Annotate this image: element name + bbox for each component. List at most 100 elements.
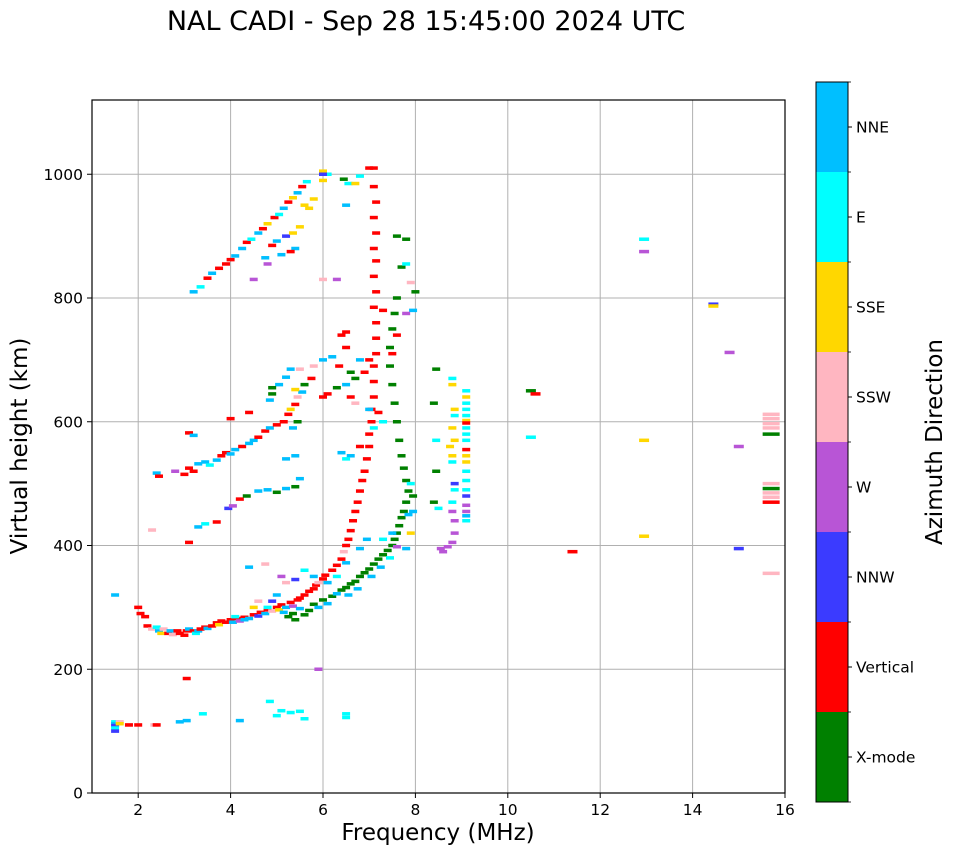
data-point-x-mode <box>374 557 383 561</box>
data-point-w <box>314 667 323 671</box>
data-point-nne <box>189 433 198 438</box>
data-point-e <box>342 712 351 716</box>
data-point-nne <box>185 627 194 631</box>
data-point-nne <box>235 718 244 723</box>
data-point-vertical <box>272 423 281 427</box>
data-point-x-mode <box>525 389 536 393</box>
grid-lines <box>92 100 786 794</box>
data-point-nnw <box>282 234 291 238</box>
data-point-e <box>450 488 459 492</box>
data-point-nne <box>409 509 418 514</box>
data-point-e <box>462 488 471 492</box>
data-point-x-mode <box>385 345 394 350</box>
data-point-e <box>379 537 388 542</box>
data-point-nne <box>462 514 471 518</box>
data-point-vertical <box>221 620 230 624</box>
data-point-vertical <box>263 608 272 612</box>
data-point-vertical <box>328 568 337 572</box>
colorbar-tick-label: X-mode <box>856 749 915 767</box>
data-point-nne <box>231 447 240 452</box>
data-point-sse <box>462 460 471 464</box>
data-point-e <box>402 262 411 266</box>
data-point-ssw <box>762 491 780 495</box>
data-point-e <box>462 478 471 483</box>
x-tick-label: 8 <box>410 801 420 819</box>
data-point-vertical <box>344 537 353 542</box>
data-point-nne <box>279 610 288 615</box>
data-point-ssw <box>319 277 327 282</box>
data-point-e <box>342 715 351 720</box>
data-point-ssw <box>261 562 270 566</box>
data-point-ssw <box>282 580 291 585</box>
data-point-sse <box>450 407 459 412</box>
data-point-nne <box>279 206 288 211</box>
data-point-nne <box>342 382 351 387</box>
data-point-nne <box>365 407 374 412</box>
data-point-vertical <box>353 500 362 504</box>
data-point-vertical <box>215 266 224 271</box>
data-point-vertical <box>226 618 235 622</box>
data-point-nne <box>298 390 307 394</box>
data-point-sse <box>157 631 166 636</box>
data-point-ssw <box>148 528 157 532</box>
data-point-e <box>111 726 120 730</box>
data-point-sse <box>450 438 459 443</box>
data-point-nne <box>245 565 254 569</box>
data-point-nne <box>309 574 318 579</box>
data-point-ssw <box>762 421 780 426</box>
data-point-x-mode <box>399 466 408 470</box>
data-point-ssw <box>351 401 360 405</box>
data-point-vertical <box>217 454 226 458</box>
data-point-x-mode <box>332 385 341 390</box>
data-point-vertical <box>124 723 133 727</box>
data-point-sse <box>708 304 719 308</box>
data-point-vertical <box>300 593 309 597</box>
data-point-x-mode <box>300 382 309 387</box>
data-point-vertical <box>143 624 152 628</box>
data-point-x-mode <box>339 177 348 181</box>
data-point-vertical <box>286 600 295 605</box>
data-point-nne <box>295 606 304 611</box>
data-point-vertical <box>369 184 378 189</box>
data-point-x-mode <box>383 548 392 553</box>
data-point-vertical <box>279 420 288 424</box>
colorbar-tick-label: E <box>856 209 866 227</box>
data-point-nne <box>323 601 332 606</box>
data-point-x-mode <box>365 567 374 571</box>
data-point-vertical <box>226 416 235 421</box>
data-point-nne <box>261 611 270 616</box>
data-point-e <box>205 463 214 467</box>
data-point-e <box>462 389 471 393</box>
data-point-x-mode <box>328 594 337 598</box>
data-point-e <box>342 457 351 461</box>
data-point-vertical <box>567 549 578 554</box>
data-point-sse <box>462 454 471 458</box>
data-point-nne <box>353 587 362 591</box>
data-point-nne <box>254 231 263 235</box>
data-point-sse <box>351 181 360 186</box>
data-point-x-mode <box>397 515 406 520</box>
data-point-ssw <box>762 416 780 421</box>
data-point-vertical <box>277 603 286 607</box>
data-point-w <box>436 546 445 551</box>
data-point-nne <box>189 290 198 294</box>
data-point-e <box>265 699 274 704</box>
data-point-e <box>462 426 471 430</box>
data-point-sse <box>288 196 297 200</box>
data-point-ssw <box>254 599 263 603</box>
data-point-x-mode <box>432 469 441 473</box>
y-tick-label: 400 <box>53 537 83 555</box>
data-point-nne <box>362 537 371 542</box>
data-point-x-mode <box>300 613 309 617</box>
data-point-vertical <box>272 605 281 610</box>
colorbar-tick-label: NNW <box>856 569 895 587</box>
data-point-nne <box>282 486 291 491</box>
data-point-nne <box>342 203 351 207</box>
data-point-vertical <box>360 370 369 374</box>
data-point-nne <box>194 629 203 633</box>
data-point-vertical <box>217 619 226 623</box>
colorbar-segment-sse <box>816 262 848 352</box>
data-point-x-mode <box>355 574 364 579</box>
data-point-vertical <box>175 631 184 636</box>
data-point-x-mode <box>305 608 314 613</box>
